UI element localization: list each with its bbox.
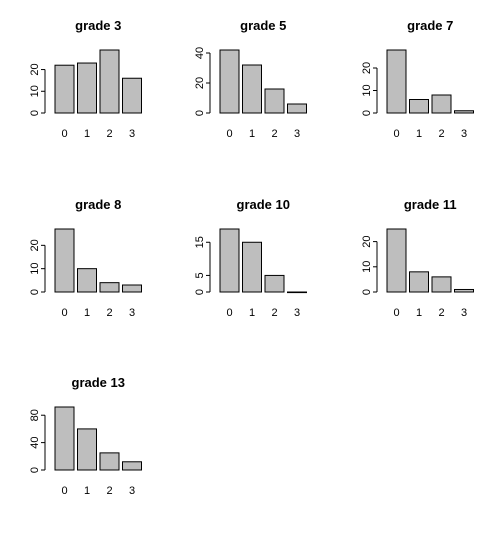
bar-0 — [54, 228, 75, 293]
y-tick-label: 10 — [361, 261, 373, 273]
bar-3 — [122, 461, 142, 471]
x-tick-label: 0 — [61, 485, 67, 497]
y-tick-label: 20 — [361, 62, 373, 74]
x-tick-label: 1 — [84, 307, 90, 319]
chart-title: grade 13 — [72, 375, 125, 390]
bar-1 — [242, 64, 262, 114]
x-tick-label: 1 — [416, 128, 422, 140]
bar-3 — [287, 103, 307, 114]
y-tick-label: 0 — [194, 289, 206, 295]
x-tick-label: 1 — [249, 128, 255, 140]
x-tick-label: 2 — [271, 128, 277, 140]
chart-title: grade 7 — [407, 18, 453, 33]
y-tick-label: 0 — [361, 289, 373, 295]
bar-3 — [122, 77, 142, 114]
y-tick-label: 10 — [361, 84, 373, 96]
y-tick-label: 40 — [194, 47, 206, 59]
bar-0 — [54, 64, 75, 114]
x-tick-label: 3 — [129, 128, 135, 140]
bar-0 — [386, 228, 407, 293]
chart-panel-7: grade 13 0 1 2 3 0 40 80 — [29, 375, 142, 497]
y-tick-label: 20 — [194, 77, 206, 89]
y-tick-label: 0 — [194, 110, 206, 116]
x-tick-label: 2 — [106, 485, 112, 497]
bar-3 — [287, 291, 307, 294]
x-tick-label: 0 — [393, 307, 399, 319]
y-tick-label: 10 — [29, 85, 41, 97]
x-tick-label: 0 — [61, 307, 67, 319]
y-tick-label: 15 — [194, 236, 206, 248]
bar-1 — [242, 241, 262, 293]
bar-2 — [99, 282, 120, 293]
x-tick-label: 0 — [393, 128, 399, 140]
y-tick-label: 20 — [29, 63, 41, 75]
bar-2 — [99, 49, 120, 114]
chart-panel-6: grade 11 0 1 2 3 0 10 20 — [361, 197, 474, 319]
x-tick-label: 0 — [226, 307, 232, 319]
bar-0 — [219, 228, 240, 293]
x-tick-label: 3 — [294, 307, 300, 319]
bar-0 — [386, 49, 407, 114]
bar-2 — [99, 452, 120, 471]
chart-title: grade 5 — [240, 18, 286, 33]
x-tick-label: 0 — [61, 128, 67, 140]
bar-3 — [454, 110, 474, 114]
y-tick-label: 0 — [29, 467, 41, 473]
bar-1 — [77, 428, 97, 471]
bar-1 — [409, 99, 429, 114]
chart-panel-1: grade 3 0 1 2 3 0 10 20 — [29, 18, 142, 140]
bar-1 — [77, 268, 97, 293]
bar-0 — [219, 49, 240, 114]
y-tick-label: 5 — [194, 272, 206, 278]
x-tick-label: 2 — [106, 307, 112, 319]
bar-3 — [122, 284, 142, 293]
chart-panel-2: grade 5 0 1 2 3 0 20 40 — [194, 18, 307, 140]
chart-title: grade 11 — [404, 197, 457, 212]
chart-title: grade 10 — [237, 197, 290, 212]
y-tick-label: 80 — [29, 409, 41, 421]
x-tick-label: 1 — [249, 307, 255, 319]
x-tick-label: 3 — [461, 128, 467, 140]
bar-0 — [54, 406, 75, 471]
bar-2 — [431, 276, 452, 293]
bar-2 — [264, 88, 285, 114]
bar-3 — [454, 288, 474, 293]
bar-1 — [409, 271, 429, 293]
y-tick-label: 10 — [29, 263, 41, 275]
chart-panel-5: grade 10 0 1 2 3 0 5 15 — [194, 197, 307, 319]
bar-2 — [431, 94, 452, 114]
x-tick-label: 1 — [84, 485, 90, 497]
y-tick-label: 0 — [29, 110, 41, 116]
y-tick-label: 0 — [361, 110, 373, 116]
y-tick-label: 0 — [29, 289, 41, 295]
chart-panel-4: grade 8 0 1 2 3 0 10 20 — [29, 197, 142, 319]
y-tick-label: 20 — [361, 235, 373, 247]
bar-1 — [77, 62, 97, 114]
x-tick-label: 2 — [106, 128, 112, 140]
chart-title: grade 8 — [75, 197, 121, 212]
x-tick-label: 0 — [226, 128, 232, 140]
x-tick-label: 3 — [129, 307, 135, 319]
y-tick-label: 40 — [29, 436, 41, 448]
x-tick-label: 3 — [129, 485, 135, 497]
x-tick-label: 3 — [461, 307, 467, 319]
x-tick-label: 1 — [84, 128, 90, 140]
x-tick-label: 2 — [438, 128, 444, 140]
chart-panel-3: grade 7 0 1 2 3 0 10 20 — [361, 18, 474, 140]
x-tick-label: 3 — [294, 128, 300, 140]
chart-title: grade 3 — [75, 18, 121, 33]
y-tick-label: 20 — [29, 239, 41, 251]
x-tick-label: 2 — [438, 307, 444, 319]
bar-2 — [264, 274, 285, 293]
x-tick-label: 2 — [271, 307, 277, 319]
x-tick-label: 1 — [416, 307, 422, 319]
